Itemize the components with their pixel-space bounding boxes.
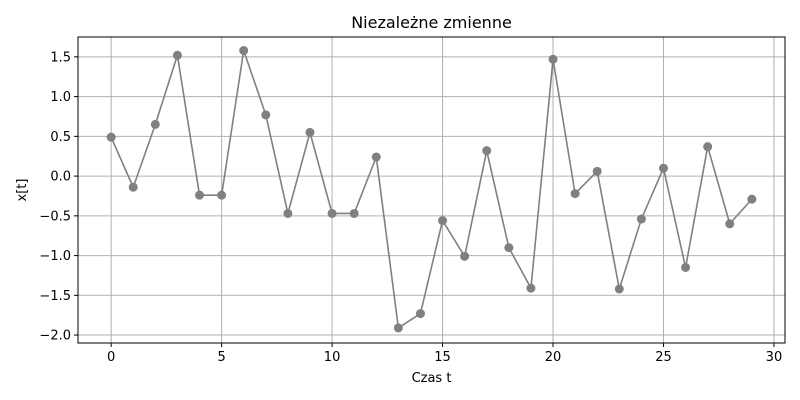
data-point <box>614 284 624 294</box>
y-tick-label: 0.0 <box>50 170 71 185</box>
data-point <box>438 216 448 226</box>
data-point <box>570 189 580 199</box>
data-point <box>106 132 116 142</box>
x-tick-label: 0 <box>107 350 115 365</box>
data-point <box>526 283 536 293</box>
data-point <box>504 243 514 253</box>
data-point <box>636 214 646 224</box>
x-axis-label: Czas t <box>412 371 452 386</box>
data-point <box>548 54 558 64</box>
data-point <box>128 182 138 192</box>
data-point <box>195 190 205 200</box>
plot-area-frame <box>77 36 786 344</box>
y-tick-label: 0.5 <box>50 130 71 145</box>
data-point <box>658 163 668 173</box>
data-point <box>703 142 713 152</box>
data-point <box>482 146 492 156</box>
data-point <box>349 208 359 218</box>
chart-title: Niezależne zmienne <box>351 13 512 32</box>
x-tick-label: 25 <box>655 350 672 365</box>
y-tick-label: 1.0 <box>50 90 71 105</box>
y-tick-label: −2.0 <box>39 329 71 344</box>
axis-ticks: 0 5 10 15 20 25 30 1.5 1.0 0.5 0.0 −0.5 −1.0 −1.5 −2.0 <box>39 50 782 365</box>
y-tick-label: 1.5 <box>50 50 71 65</box>
data-point <box>150 119 160 129</box>
data-point <box>747 194 757 204</box>
x-tick-label: 20 <box>545 350 562 365</box>
data-point <box>217 190 227 200</box>
data-point <box>172 50 182 60</box>
data-point <box>327 208 337 218</box>
data-point <box>415 309 425 319</box>
data-point <box>371 152 381 162</box>
y-tick-label: −1.5 <box>39 289 71 304</box>
data-point <box>239 46 249 56</box>
data-point <box>592 166 602 176</box>
data-point <box>681 262 691 272</box>
x-tick-label: 30 <box>766 350 783 365</box>
data-point <box>283 208 293 218</box>
data-point <box>393 323 403 333</box>
data-point <box>460 251 470 261</box>
x-tick-label: 10 <box>324 350 341 365</box>
y-axis-label: x[t] <box>15 179 30 202</box>
data-series <box>106 46 757 333</box>
y-tick-label: −0.5 <box>39 209 71 224</box>
data-point <box>261 110 271 120</box>
x-tick-label: 15 <box>434 350 451 365</box>
data-point <box>725 219 735 229</box>
x-tick-label: 5 <box>217 350 225 365</box>
data-point <box>305 127 315 137</box>
y-tick-label: −1.0 <box>39 249 71 264</box>
